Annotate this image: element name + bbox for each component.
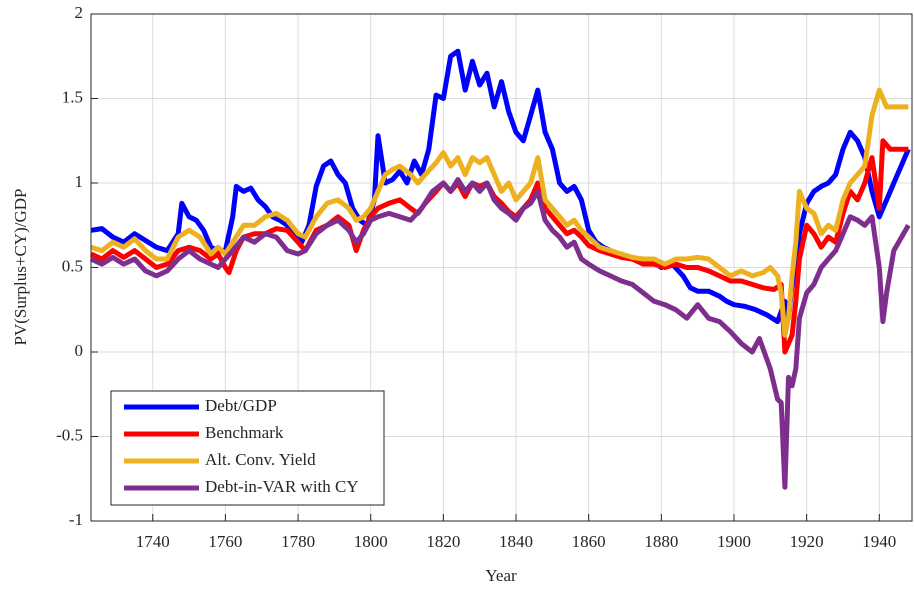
y-tick-label: 0.5 (62, 256, 83, 275)
x-tick-label: 1940 (862, 532, 896, 551)
x-tick-label: 1920 (790, 532, 824, 551)
x-tick-label: 1900 (717, 532, 751, 551)
y-tick-label: -0.5 (56, 425, 83, 444)
plot-frame (90, 13, 913, 522)
x-tick-label: 1860 (572, 532, 606, 551)
y-tick-label: -1 (69, 510, 83, 529)
x-tick-label: 1880 (644, 532, 678, 551)
x-tick-label: 1760 (208, 532, 242, 551)
series-line (90, 48, 911, 325)
y-axis-label: PV(Surplus+CY)/GDP (11, 189, 30, 346)
x-tick-label: 1800 (354, 532, 388, 551)
y-tick-label: 0 (75, 341, 84, 360)
x-axis-label: Year (485, 566, 517, 585)
x-tick-label: 1820 (426, 532, 460, 551)
x-tick-label: 1840 (499, 532, 533, 551)
x-tick-label: 1780 (281, 532, 315, 551)
legend: Debt/GDP Benchmark Alt. Conv. Yield Debt-in… (110, 390, 385, 506)
series-line (89, 177, 911, 490)
y-tick-label: 2 (75, 3, 84, 22)
y-tick-label: 1 (75, 172, 84, 191)
legend-label: Debt/GDP (205, 396, 277, 415)
y-tick-label: 1.5 (62, 87, 83, 106)
legend-label: Alt. Conv. Yield (205, 450, 316, 469)
series-line (90, 87, 909, 338)
x-tick-label: 1740 (136, 532, 170, 551)
legend-label: Debt-in-VAR with CY (205, 477, 359, 496)
legend-label: Benchmark (205, 423, 284, 442)
